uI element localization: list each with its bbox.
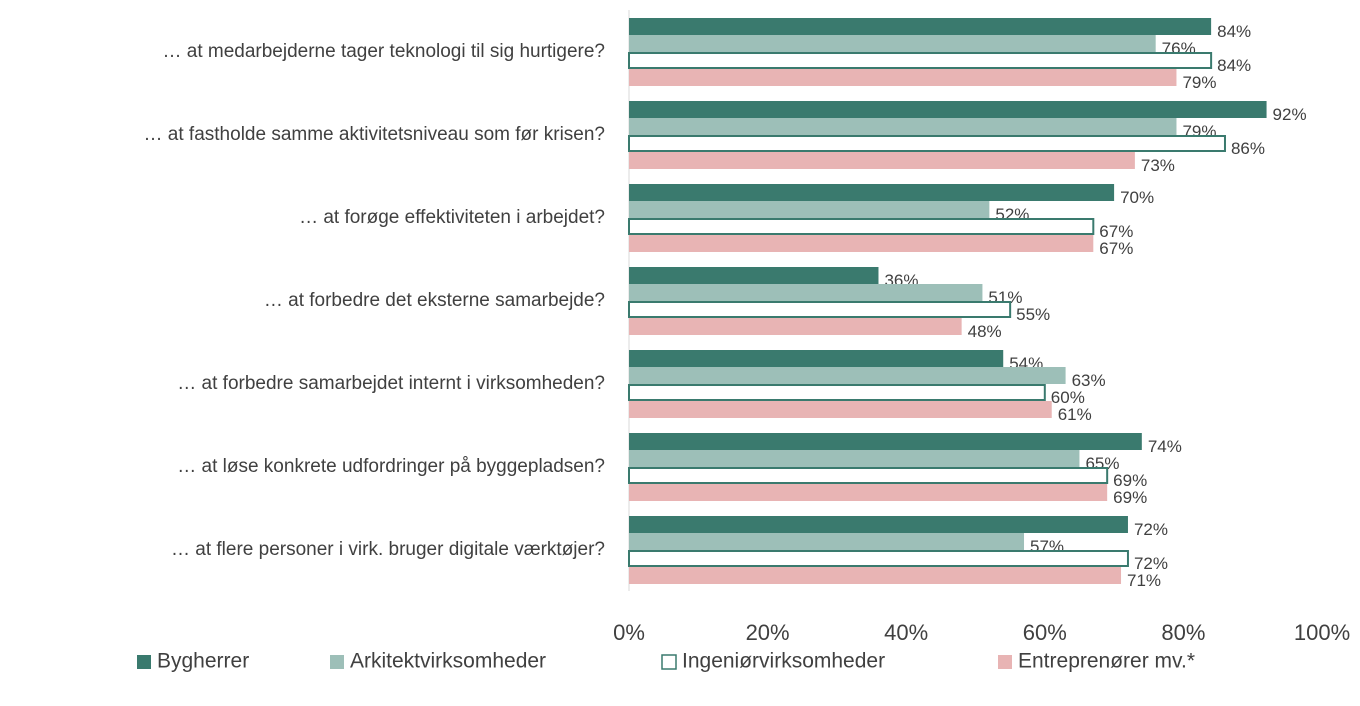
bar: [628, 301, 1012, 318]
bar: [629, 484, 1108, 501]
bar: [629, 235, 1094, 252]
x-tick-label: 60%: [1023, 620, 1067, 645]
bar: [629, 152, 1135, 169]
legend-label: Entreprenører mv.*: [1018, 650, 1195, 673]
bar: [628, 52, 1213, 69]
value-label: 55%: [1016, 305, 1050, 324]
bar: [629, 318, 962, 335]
legend-label: Bygherrer: [157, 650, 249, 673]
category-label: … at forbedre det eksterne samarbejde?: [264, 290, 605, 311]
bar: [629, 516, 1128, 533]
bar: [629, 401, 1052, 418]
bar: [629, 350, 1004, 367]
value-label: 84%: [1217, 22, 1251, 41]
value-label: 72%: [1134, 520, 1168, 539]
category-label: … at fastholde samme aktivitetsniveau so…: [144, 124, 605, 145]
category-label: … at forøge effektiviteten i arbejdet?: [299, 207, 605, 228]
legend-marker: [661, 654, 677, 670]
bar: [628, 550, 1129, 567]
bar: [629, 567, 1122, 584]
bar: [629, 267, 879, 284]
value-label: 61%: [1058, 405, 1092, 424]
legend-marker: [330, 655, 344, 669]
bar: [629, 533, 1025, 550]
x-tick-label: 0%: [613, 620, 645, 645]
value-label: 71%: [1127, 571, 1161, 590]
bar: [629, 101, 1267, 118]
bar: [628, 218, 1095, 235]
x-tick-label: 80%: [1161, 620, 1205, 645]
value-label: 60%: [1051, 388, 1085, 407]
value-label: 67%: [1099, 222, 1133, 241]
value-label: 70%: [1120, 188, 1154, 207]
x-tick-label: 40%: [884, 620, 928, 645]
legend-label: Ingeniørvirksomheder: [682, 650, 885, 673]
legend-label: Arkitektvirksomheder: [350, 650, 546, 673]
legend-marker: [137, 655, 151, 669]
bar: [628, 135, 1226, 152]
x-tick-label: 20%: [746, 620, 790, 645]
bar: [629, 18, 1212, 35]
bar: [628, 384, 1046, 401]
value-label: 69%: [1113, 471, 1147, 490]
category-label: … at medarbejderne tager teknologi til s…: [162, 41, 605, 62]
x-tick-label: 100%: [1294, 620, 1350, 645]
value-label: 74%: [1148, 437, 1182, 456]
category-label: … at løse konkrete udfordringer på bygge…: [177, 456, 605, 477]
legend-marker: [998, 655, 1012, 669]
value-label: 79%: [1182, 73, 1216, 92]
value-label: 72%: [1134, 554, 1168, 573]
category-label: … at forbedre samarbejdet internt i virk…: [177, 373, 605, 394]
bar: [629, 284, 983, 301]
bar: [629, 367, 1066, 384]
value-label: 86%: [1231, 139, 1265, 158]
value-label: 67%: [1099, 239, 1133, 258]
bar: [629, 201, 990, 218]
bar: [629, 118, 1177, 135]
bar: [628, 467, 1109, 484]
value-label: 73%: [1141, 156, 1175, 175]
value-label: 63%: [1072, 371, 1106, 390]
bar: [629, 69, 1177, 86]
bar: [629, 450, 1080, 467]
bar: [629, 433, 1142, 450]
bar: [629, 184, 1115, 201]
value-label: 69%: [1113, 488, 1147, 507]
bar: [629, 35, 1156, 52]
value-label: 48%: [968, 322, 1002, 341]
category-label: … at flere personer i virk. bruger digit…: [171, 539, 605, 560]
value-label: 92%: [1273, 105, 1307, 124]
value-label: 84%: [1217, 56, 1251, 75]
